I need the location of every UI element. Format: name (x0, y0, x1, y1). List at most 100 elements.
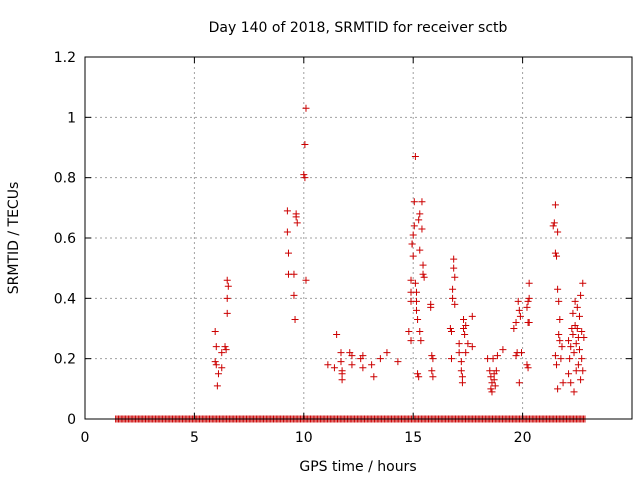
data-point (523, 361, 531, 369)
data-point (223, 276, 231, 284)
data-points (112, 104, 589, 423)
data-point (554, 228, 562, 236)
data-point (218, 349, 226, 357)
data-point (457, 367, 465, 375)
data-point (405, 328, 413, 336)
data-point (553, 361, 561, 369)
data-point (383, 349, 391, 357)
data-point (420, 273, 428, 281)
data-point (575, 312, 583, 320)
data-point (418, 198, 426, 206)
data-point (410, 222, 418, 230)
data-point (460, 315, 468, 323)
data-point (556, 315, 564, 323)
data-point (447, 328, 455, 336)
y-axis-label: SRMTID / TECUs (6, 182, 22, 295)
data-point (515, 306, 523, 314)
plot-frame (84, 56, 633, 420)
data-point (418, 225, 426, 233)
data-point (512, 318, 520, 326)
data-point (419, 270, 427, 278)
data-point (416, 246, 424, 254)
data-point (428, 367, 436, 375)
data-point (348, 352, 356, 360)
data-point (574, 361, 582, 369)
data-point (324, 361, 332, 369)
data-point (415, 373, 423, 381)
data-point (224, 282, 232, 290)
data-point (429, 373, 437, 381)
data-point (580, 334, 588, 342)
data-point (301, 140, 309, 148)
data-point (556, 337, 564, 345)
data-point (213, 382, 221, 390)
data-point (489, 355, 497, 363)
data-point (514, 297, 522, 305)
data-point (359, 352, 367, 360)
data-point (468, 343, 476, 351)
data-point (446, 325, 454, 332)
data-point (451, 273, 459, 281)
data-point (414, 370, 422, 378)
data-point (525, 279, 533, 287)
data-point (211, 358, 219, 366)
data-point (348, 361, 356, 369)
data-point (409, 252, 417, 260)
data-point (573, 303, 581, 311)
data-point (551, 352, 559, 360)
data-point (337, 358, 345, 366)
data-point (553, 252, 561, 260)
data-point (579, 279, 587, 287)
data-point (359, 364, 367, 372)
data-point (414, 315, 422, 323)
x-axis-label: GPS time / hours (299, 459, 416, 475)
data-point (284, 249, 292, 257)
data-point (458, 373, 466, 381)
data-point (577, 376, 585, 384)
data-point (292, 213, 300, 221)
data-point (464, 340, 472, 348)
data-point (510, 325, 518, 332)
data-point (491, 382, 499, 390)
data-point (449, 285, 457, 293)
x-tick-label: 0 (81, 430, 90, 446)
x-tick-label: 5 (190, 430, 199, 446)
data-point (450, 264, 458, 272)
x-tick-label: 15 (404, 430, 422, 446)
data-point (408, 240, 416, 248)
data-point (575, 346, 583, 354)
y-tick-label: 0.4 (54, 291, 76, 307)
data-point (394, 358, 402, 366)
data-point (487, 373, 495, 381)
data-point (212, 343, 220, 351)
data-point (455, 340, 463, 348)
data-point (416, 328, 424, 336)
data-point (222, 346, 230, 354)
data-point (488, 388, 496, 396)
data-point (492, 367, 500, 375)
data-point (409, 231, 417, 239)
data-point (223, 309, 231, 317)
data-point (565, 337, 573, 345)
data-point (283, 207, 291, 215)
y-tick-label: 0.6 (54, 231, 76, 247)
data-point (416, 210, 424, 218)
data-point (518, 349, 526, 357)
data-point (417, 337, 425, 345)
data-point (301, 174, 309, 182)
data-point (337, 349, 345, 357)
data-point (486, 367, 494, 375)
data-point (368, 361, 376, 369)
y-tick-label: 0.8 (54, 171, 76, 187)
data-point (407, 276, 415, 284)
axis-ticks (84, 56, 632, 420)
data-point (551, 201, 559, 209)
data-point (523, 303, 531, 311)
data-point (571, 297, 579, 305)
data-point (419, 261, 427, 269)
data-point (429, 355, 437, 363)
data-point (291, 315, 299, 323)
grid-lines (85, 57, 632, 419)
data-point (578, 355, 586, 363)
